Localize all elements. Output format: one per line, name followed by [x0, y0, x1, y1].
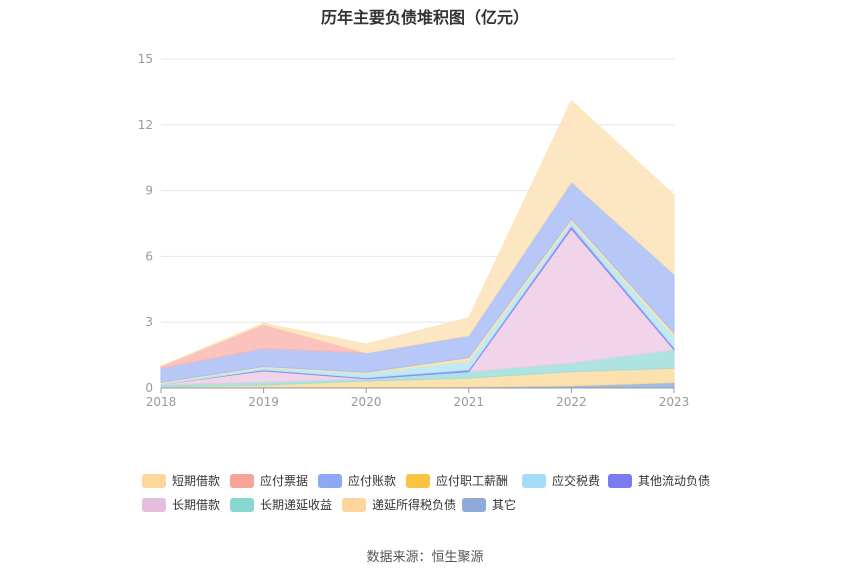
legend-label: 应付职工薪酬 — [436, 474, 509, 488]
legend-label: 长期递延收益 — [260, 498, 333, 512]
legend-item[interactable]: 其他流动负债 — [608, 472, 710, 489]
legend-label: 递延所得税负债 — [372, 498, 457, 512]
legend-swatch — [318, 473, 342, 488]
legend-item[interactable]: 应付职工薪酬 — [406, 472, 508, 489]
x-tick-label: 2020 — [351, 395, 382, 409]
legend-item[interactable]: 其它 — [462, 496, 516, 513]
legend-item[interactable]: 长期递延收益 — [230, 496, 332, 513]
x-tick-label: 2018 — [146, 395, 177, 409]
legend-label: 应付票据 — [260, 474, 309, 488]
legend-swatch — [342, 497, 366, 512]
y-tick-label: 12 — [138, 118, 153, 132]
legend-label: 短期借款 — [172, 474, 221, 488]
legend-swatch — [462, 497, 486, 512]
legend-swatch — [142, 497, 166, 512]
y-tick-label: 6 — [145, 249, 153, 263]
x-tick-label: 2022 — [556, 395, 587, 409]
legend-swatch — [230, 473, 254, 488]
legend-label: 应交税费 — [552, 474, 601, 488]
area-series — [160, 99, 675, 389]
legend-item[interactable]: 应付账款 — [318, 472, 396, 489]
legend-swatch — [406, 473, 430, 488]
x-tick-label: 2023 — [659, 395, 690, 409]
legend-label: 其它 — [492, 498, 517, 512]
legend-swatch — [230, 497, 254, 512]
y-tick-label: 9 — [145, 184, 153, 198]
legend-item[interactable]: 应交税费 — [522, 472, 600, 489]
legend-label: 长期借款 — [172, 498, 221, 512]
x-tick-label: 2021 — [454, 395, 485, 409]
legend-swatch — [608, 473, 632, 488]
x-tick-label: 2019 — [248, 395, 279, 409]
legend-item[interactable]: 应付票据 — [230, 472, 308, 489]
y-tick-label: 3 — [145, 315, 153, 329]
legend-swatch — [142, 473, 166, 488]
area-series-9 — [160, 99, 675, 367]
chart-title: 历年主要负债堆积图（亿元） — [320, 8, 529, 27]
legend-item[interactable]: 长期借款 — [142, 496, 220, 513]
legend-item[interactable]: 短期借款 — [142, 472, 220, 489]
axes: 0 3 6 9 12 15 2018 2019 2020 2021 2022 2023 — [138, 52, 690, 409]
legend-label: 其他流动负债 — [638, 474, 711, 488]
legend-swatch — [522, 473, 546, 488]
data-source-label: 数据来源：恒生聚源 — [366, 550, 484, 565]
stacked-area-chart: 0 3 6 9 12 15 2018 2019 2020 2021 2022 2023 — [138, 52, 690, 409]
legend-item[interactable]: 递延所得税负债 — [342, 496, 456, 513]
y-tick-label: 15 — [138, 52, 153, 66]
y-tick-label: 0 — [145, 381, 153, 395]
legend-label: 应付账款 — [348, 474, 397, 488]
